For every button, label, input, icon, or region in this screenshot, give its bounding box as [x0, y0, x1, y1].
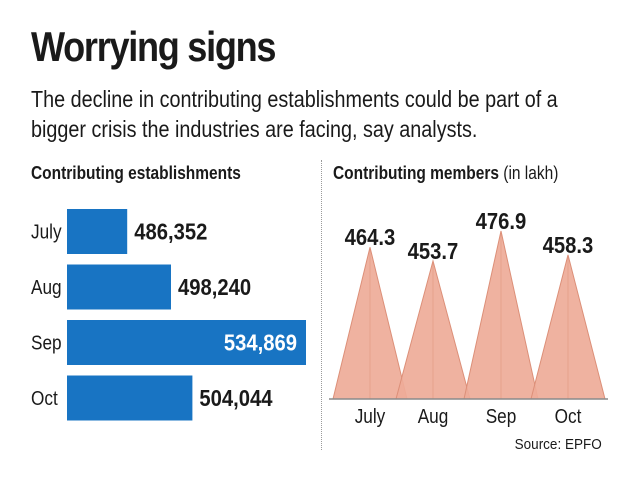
- bar-category-label: Aug: [31, 276, 62, 299]
- bar-aug: [67, 264, 171, 310]
- bar-july: [67, 209, 128, 254]
- triangle-value-label: 464.3: [345, 224, 396, 251]
- bar-sep: [67, 320, 306, 365]
- triangle-category-label: Oct: [555, 405, 582, 428]
- triangle-category-label: Sep: [486, 405, 517, 428]
- subtitle-line-1: The decline in contributing establishmen…: [31, 86, 558, 112]
- chart-title: Worrying signs: [31, 23, 276, 70]
- bar-category-label: July: [31, 220, 62, 243]
- chart-subtitle: The decline in contributing establishmen…: [31, 84, 640, 144]
- bar-oct: [67, 375, 193, 421]
- subtitle-line-2: bigger crisis the industries are facing,…: [31, 116, 478, 142]
- panel-divider: [321, 160, 322, 450]
- bar-category-label: Oct: [31, 387, 58, 410]
- members-panel-title: Contributing members (in lakh): [333, 163, 558, 184]
- members-unit-label: (in lakh): [503, 163, 559, 183]
- bar-value-label: 486,352: [134, 218, 207, 245]
- bar-value-label: 498,240: [178, 274, 251, 301]
- establishments-panel-title: Contributing establishments: [31, 163, 241, 183]
- members-title-text: Contributing members: [333, 163, 499, 183]
- triangle-value-label: 458.3: [543, 232, 594, 259]
- bar-value-label: 504,044: [199, 385, 272, 412]
- triangle-category-label: July: [355, 405, 386, 428]
- triangle-category-label: Aug: [418, 405, 449, 428]
- source-note: Source: EPFO: [514, 436, 602, 453]
- bar-category-label: Sep: [31, 331, 62, 354]
- triangle-value-label: 453.7: [408, 238, 459, 265]
- bar-value-label: 534,869: [224, 329, 297, 356]
- triangle-value-label: 476.9: [476, 208, 527, 235]
